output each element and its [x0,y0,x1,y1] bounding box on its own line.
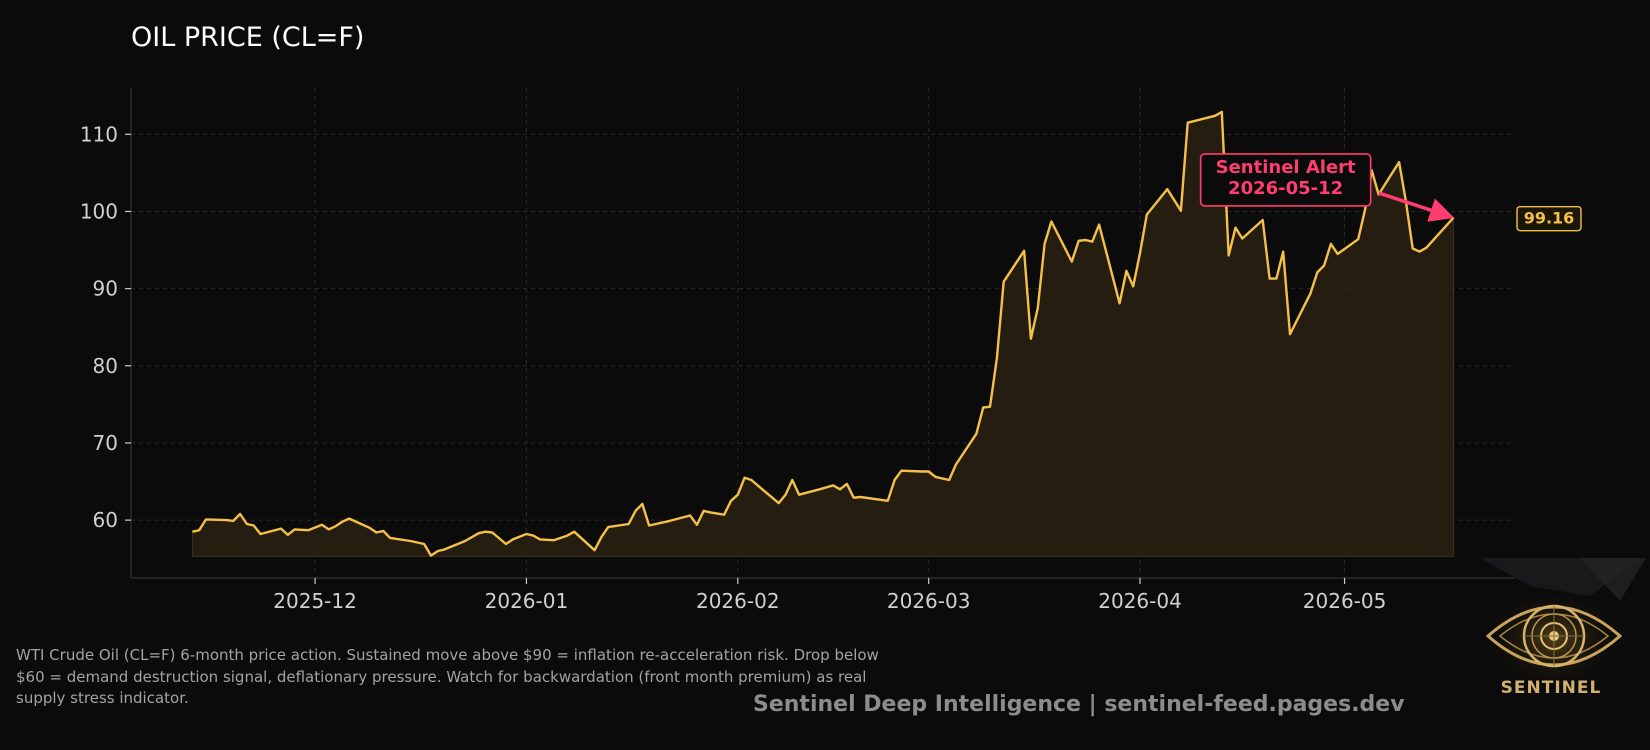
x-tick-label: 2026-04 [1098,589,1182,613]
axes [130,88,1515,579]
x-tick-label: 2025-12 [273,589,357,613]
chart-caption: WTI Crude Oil (CL=F) 6-month price actio… [16,646,879,707]
alert-box [1199,153,1372,207]
alert-arrow [1378,191,1455,222]
last-price-value: 99.16 [1524,209,1575,228]
x-tick-label: 2026-05 [1303,589,1387,613]
y-tick-label: 110 [80,122,118,146]
eye-icon [1480,558,1646,686]
sentinel-alert-annotation: Sentinel Alert 2026-05-12 [1199,153,1455,222]
price-series-line [192,110,1455,557]
last-price-box [1516,205,1582,232]
y-axis-ticks: 60 70 80 90 100 110 [80,122,131,532]
y-tick-label: 60 [93,508,118,532]
x-tick-label: 2026-02 [696,589,780,613]
alert-date: 2026-05-12 [1228,178,1343,199]
logo-wordmark: SENTINEL [1500,678,1602,698]
chart-title: OIL PRICE (CL=F) [131,22,365,53]
y-tick-label: 80 [93,354,118,378]
y-tick-label: 70 [93,431,118,455]
y-tick-label: 100 [80,199,118,223]
y-tick-label: 90 [93,277,118,301]
x-axis-ticks: 2025-12 2026-01 2026-02 2026-03 2026-04 2026-… [273,578,1386,613]
x-tick-label: 2026-01 [485,589,569,613]
alert-label: Sentinel Alert [1216,157,1356,178]
x-tick-label: 2026-03 [887,589,971,613]
last-price-badge: 99.16 [1516,205,1582,232]
footer-credit: Sentinel Deep Intelligence | sentinel-fe… [753,692,1405,717]
